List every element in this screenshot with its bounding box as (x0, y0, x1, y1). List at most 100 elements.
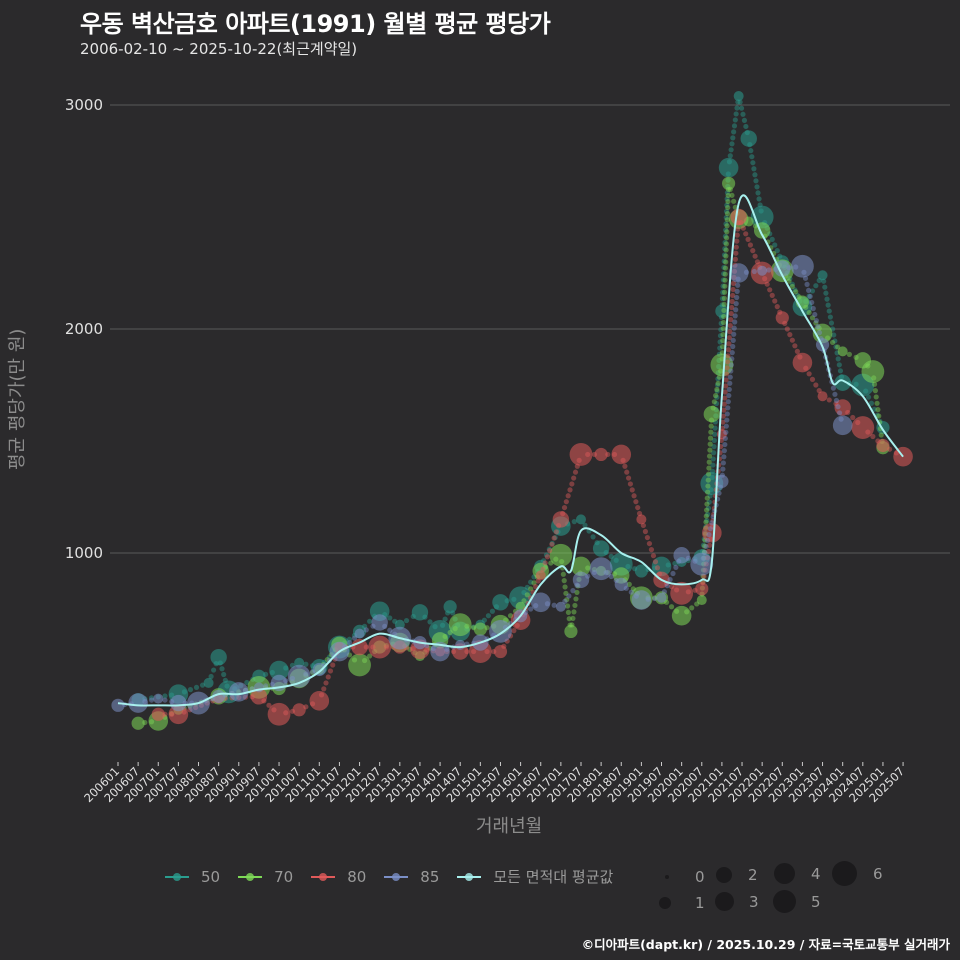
trail-dot (729, 141, 735, 147)
data-point[interactable] (671, 605, 692, 626)
legend-line-icon (457, 872, 482, 881)
data-point[interactable] (492, 594, 509, 611)
data-point[interactable] (832, 415, 853, 436)
data-point[interactable] (493, 644, 508, 659)
data-point[interactable] (710, 353, 734, 377)
data-point[interactable] (552, 511, 570, 528)
data-point[interactable] (690, 552, 714, 576)
legend-item-70[interactable]: 70 (238, 868, 293, 886)
data-point[interactable] (203, 677, 214, 688)
data-point[interactable] (791, 254, 814, 278)
data-point[interactable] (733, 91, 744, 102)
data-point[interactable] (210, 648, 227, 666)
data-point[interactable] (170, 694, 187, 712)
data-point[interactable] (564, 624, 578, 639)
data-point[interactable] (571, 556, 591, 577)
data-point[interactable] (448, 613, 472, 637)
trail-dot (562, 584, 568, 590)
data-point[interactable] (834, 399, 851, 416)
data-point[interactable] (703, 405, 721, 423)
data-point[interactable] (861, 360, 885, 383)
data-point[interactable] (670, 581, 694, 605)
data-point[interactable] (631, 590, 652, 610)
data-point[interactable] (740, 130, 757, 147)
legend-item-80[interactable]: 80 (311, 868, 366, 886)
trail-dot (738, 105, 745, 111)
data-point[interactable] (131, 716, 145, 730)
data-point[interactable] (509, 586, 532, 610)
data-point[interactable] (837, 346, 848, 357)
data-point[interactable] (269, 660, 289, 681)
data-point[interactable] (309, 691, 330, 711)
data-point[interactable] (611, 444, 632, 465)
data-point[interactable] (530, 592, 551, 613)
data-point[interactable] (817, 270, 828, 281)
data-point[interactable] (371, 614, 388, 631)
data-point[interactable] (774, 260, 791, 277)
data-point[interactable] (151, 707, 165, 721)
data-point[interactable] (636, 514, 647, 525)
trail-dot (700, 542, 707, 548)
data-point[interactable] (111, 698, 125, 712)
data-point[interactable] (634, 564, 648, 578)
data-point[interactable] (817, 391, 828, 402)
data-point[interactable] (757, 265, 768, 276)
data-point[interactable] (722, 176, 736, 190)
trail-dot (722, 435, 728, 442)
data-point[interactable] (702, 523, 722, 543)
legend-item-50[interactable]: 50 (165, 868, 220, 886)
data-point[interactable] (572, 571, 590, 589)
trail-dot (727, 380, 733, 386)
data-point[interactable] (656, 592, 667, 603)
data-point[interactable] (575, 514, 586, 525)
data-point[interactable] (589, 557, 613, 581)
data-point[interactable] (851, 416, 875, 439)
data-point[interactable] (287, 664, 311, 688)
data-point[interactable] (555, 601, 566, 612)
data-point[interactable] (715, 304, 729, 318)
data-point[interactable] (228, 682, 249, 702)
data-point[interactable] (354, 628, 365, 639)
data-point[interactable] (592, 540, 610, 557)
data-point[interactable] (569, 443, 593, 466)
data-point[interactable] (267, 702, 291, 726)
data-point[interactable] (834, 374, 851, 391)
legend-item-average[interactable]: 모든 면적대 평균값 (457, 866, 613, 887)
data-point[interactable] (792, 352, 813, 373)
data-point[interactable] (455, 639, 466, 650)
data-point[interactable] (651, 556, 672, 577)
data-point[interactable] (728, 263, 749, 283)
data-point[interactable] (473, 622, 487, 636)
data-point[interactable] (775, 311, 789, 325)
data-point[interactable] (443, 600, 457, 614)
data-point[interactable] (535, 570, 546, 581)
data-point[interactable] (292, 703, 306, 717)
data-point[interactable] (430, 641, 450, 662)
trail-dot (565, 609, 572, 615)
data-point[interactable] (128, 693, 148, 713)
trail-dot (846, 351, 852, 357)
data-point[interactable] (312, 662, 326, 677)
data-point[interactable] (489, 620, 512, 643)
trail-dot (816, 330, 823, 336)
data-point[interactable] (715, 474, 729, 488)
data-point[interactable] (876, 438, 890, 453)
data-point[interactable] (718, 157, 739, 178)
data-point[interactable] (614, 577, 628, 591)
data-point[interactable] (696, 595, 707, 606)
data-point[interactable] (153, 693, 164, 704)
trail-dot (734, 288, 740, 294)
data-point[interactable] (250, 688, 268, 705)
data-point[interactable] (549, 543, 573, 567)
data-point[interactable] (368, 635, 392, 659)
data-point[interactable] (351, 638, 368, 656)
data-point[interactable] (594, 447, 608, 462)
legend-item-85[interactable]: 85 (384, 868, 439, 886)
data-point[interactable] (695, 582, 709, 596)
trail-dot (720, 289, 726, 295)
data-point[interactable] (730, 208, 747, 226)
data-point[interactable] (515, 601, 526, 612)
data-point[interactable] (348, 653, 371, 677)
data-point[interactable] (673, 547, 690, 564)
data-point[interactable] (411, 604, 429, 621)
